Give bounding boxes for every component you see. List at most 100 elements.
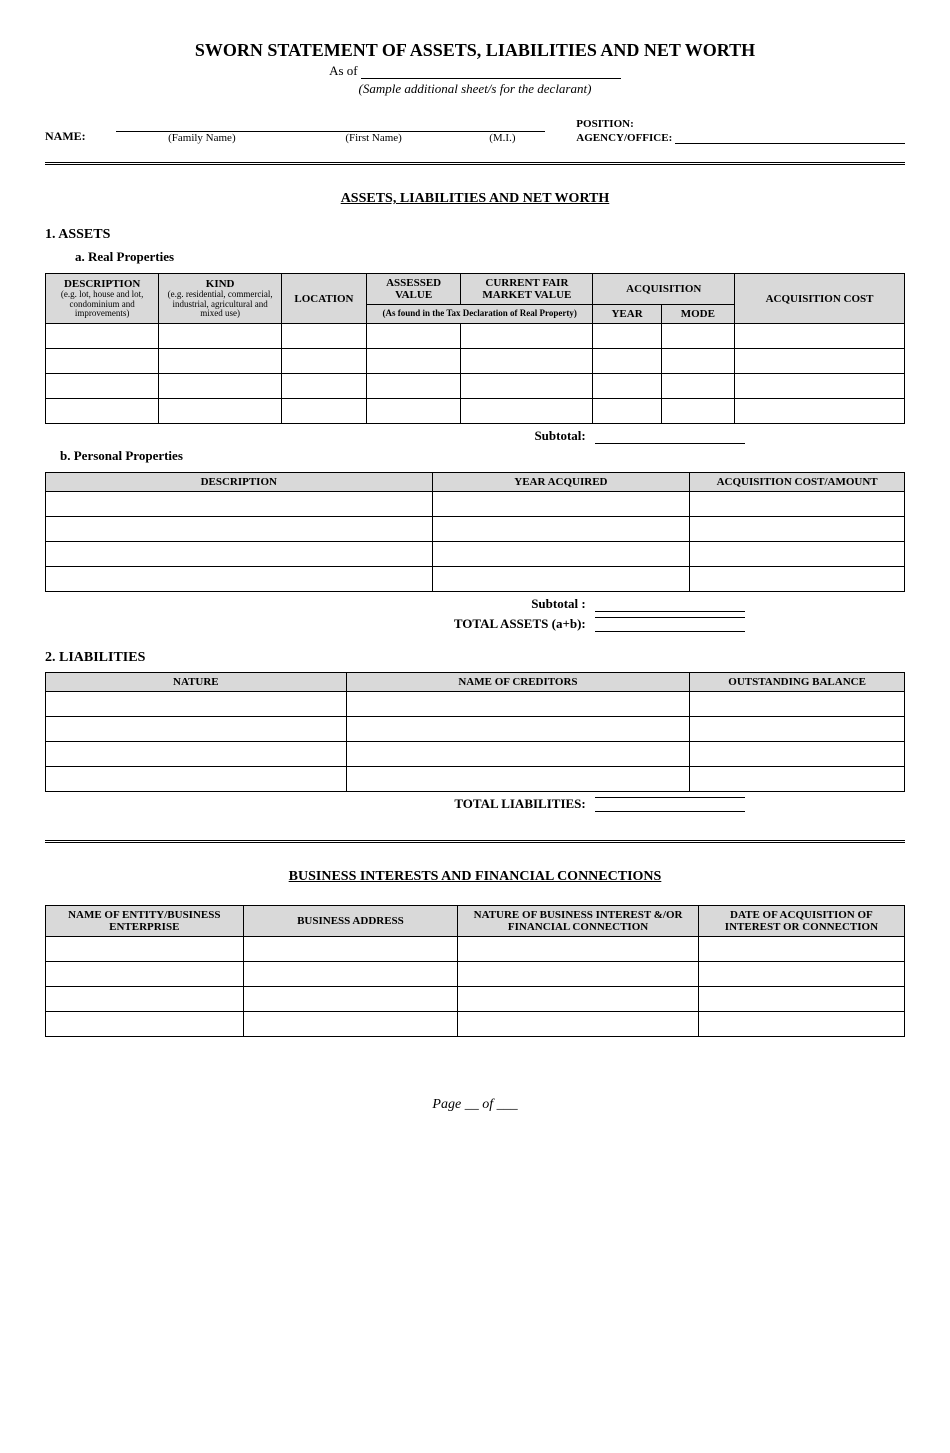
first-name-caption: (First Name) bbox=[288, 132, 460, 144]
liabilities-table: NATURE NAME OF CREDITORS OUTSTANDING BAL… bbox=[45, 672, 905, 792]
mi-caption: (M.I.) bbox=[459, 132, 545, 144]
table-cell bbox=[661, 399, 734, 424]
as-of-label: As of bbox=[329, 63, 358, 78]
col-pp-description: DESCRIPTION bbox=[46, 473, 433, 492]
col-fair: CURRENT FAIR MARKET VALUE bbox=[461, 274, 593, 305]
subtotal-b-label: Subtotal : bbox=[531, 596, 586, 611]
table-row bbox=[46, 937, 905, 962]
col-kind: KIND bbox=[163, 278, 277, 290]
family-name-caption: (Family Name) bbox=[116, 132, 288, 144]
liabilities-heading: 2. LIABILITIES bbox=[45, 650, 905, 666]
table-cell bbox=[593, 399, 661, 424]
table-cell bbox=[159, 374, 282, 399]
total-liab-label: TOTAL LIABILITIES: bbox=[454, 796, 585, 811]
table-row bbox=[46, 767, 905, 792]
table-cell bbox=[46, 349, 159, 374]
table-row bbox=[46, 962, 905, 987]
table-cell bbox=[159, 349, 282, 374]
assets-heading: 1. ASSETS bbox=[45, 227, 905, 243]
name-label: NAME: bbox=[45, 129, 110, 144]
table-cell bbox=[46, 692, 347, 717]
mi-blank bbox=[459, 117, 545, 132]
table-cell bbox=[698, 962, 904, 987]
total-assets-label: TOTAL ASSETS (a+b): bbox=[454, 616, 586, 631]
table-row bbox=[46, 349, 905, 374]
table-cell bbox=[432, 542, 690, 567]
real-prop-heading: a. Real Properties bbox=[75, 249, 905, 265]
table-cell bbox=[690, 692, 905, 717]
total-assets-blank bbox=[595, 617, 745, 632]
table-cell bbox=[281, 374, 366, 399]
table-row bbox=[46, 324, 905, 349]
table-cell bbox=[690, 517, 905, 542]
table-cell bbox=[46, 324, 159, 349]
table-cell bbox=[281, 399, 366, 424]
table-row bbox=[46, 717, 905, 742]
table-cell bbox=[593, 349, 661, 374]
subtotal-a-blank bbox=[595, 430, 745, 444]
table-cell bbox=[690, 567, 905, 592]
table-cell bbox=[366, 374, 460, 399]
col-biz-date: DATE OF ACQUISITION OF INTEREST OR CONNE… bbox=[698, 906, 904, 937]
real-properties-table: DESCRIPTION (e.g. lot, house and lot, co… bbox=[45, 273, 905, 424]
divider-2 bbox=[45, 840, 905, 843]
table-row bbox=[46, 542, 905, 567]
table-cell bbox=[432, 492, 690, 517]
table-cell bbox=[735, 349, 905, 374]
table-row bbox=[46, 517, 905, 542]
col-year: YEAR bbox=[593, 305, 661, 324]
subtotal-a-label: Subtotal: bbox=[534, 428, 585, 443]
liabilities-rows bbox=[46, 692, 905, 792]
table-cell bbox=[243, 987, 458, 1012]
personal-properties-table: DESCRIPTION YEAR ACQUIRED ACQUISITION CO… bbox=[45, 472, 905, 592]
col-mode: MODE bbox=[661, 305, 734, 324]
table-cell bbox=[458, 962, 699, 987]
table-cell bbox=[698, 937, 904, 962]
col-biz-name: NAME OF ENTITY/BUSINESS ENTERPRISE bbox=[46, 906, 244, 937]
table-cell bbox=[46, 987, 244, 1012]
table-cell bbox=[159, 324, 282, 349]
as-of-line: As of bbox=[45, 63, 905, 79]
table-cell bbox=[690, 492, 905, 517]
table-cell bbox=[46, 567, 433, 592]
table-cell bbox=[735, 324, 905, 349]
table-row bbox=[46, 492, 905, 517]
table-cell bbox=[735, 374, 905, 399]
table-cell bbox=[46, 742, 347, 767]
sample-note: (Sample additional sheet/s for the decla… bbox=[45, 81, 905, 97]
table-cell bbox=[46, 374, 159, 399]
col-biz-nature: NATURE OF BUSINESS INTEREST &/OR FINANCI… bbox=[458, 906, 699, 937]
table-cell bbox=[593, 374, 661, 399]
table-cell bbox=[661, 349, 734, 374]
col-cost: ACQUISITION COST bbox=[735, 274, 905, 324]
business-interests-rows bbox=[46, 937, 905, 1037]
agency-blank bbox=[675, 130, 905, 144]
table-cell bbox=[690, 767, 905, 792]
table-cell bbox=[243, 937, 458, 962]
col-liab-creditors: NAME OF CREDITORS bbox=[346, 673, 690, 692]
personal-properties-rows bbox=[46, 492, 905, 592]
table-cell bbox=[458, 987, 699, 1012]
table-cell bbox=[46, 492, 433, 517]
table-cell bbox=[46, 517, 433, 542]
table-cell bbox=[46, 1012, 244, 1037]
table-cell bbox=[46, 399, 159, 424]
table-row bbox=[46, 374, 905, 399]
real-properties-rows bbox=[46, 324, 905, 424]
table-cell bbox=[366, 399, 460, 424]
table-cell bbox=[281, 349, 366, 374]
col-biz-address: BUSINESS ADDRESS bbox=[243, 906, 458, 937]
total-liab-blank bbox=[595, 797, 745, 812]
table-cell bbox=[346, 717, 690, 742]
divider bbox=[45, 162, 905, 165]
col-description-note: (e.g. lot, house and lot, condominium an… bbox=[50, 290, 154, 320]
first-name-blank bbox=[288, 117, 460, 132]
table-cell bbox=[46, 717, 347, 742]
agency-label: AGENCY/OFFICE: bbox=[576, 132, 672, 144]
table-cell bbox=[698, 1012, 904, 1037]
col-location: LOCATION bbox=[281, 274, 366, 324]
table-cell bbox=[661, 324, 734, 349]
table-row bbox=[46, 742, 905, 767]
col-tax-note: (As found in the Tax Declaration of Real… bbox=[366, 305, 593, 324]
table-cell bbox=[461, 399, 593, 424]
